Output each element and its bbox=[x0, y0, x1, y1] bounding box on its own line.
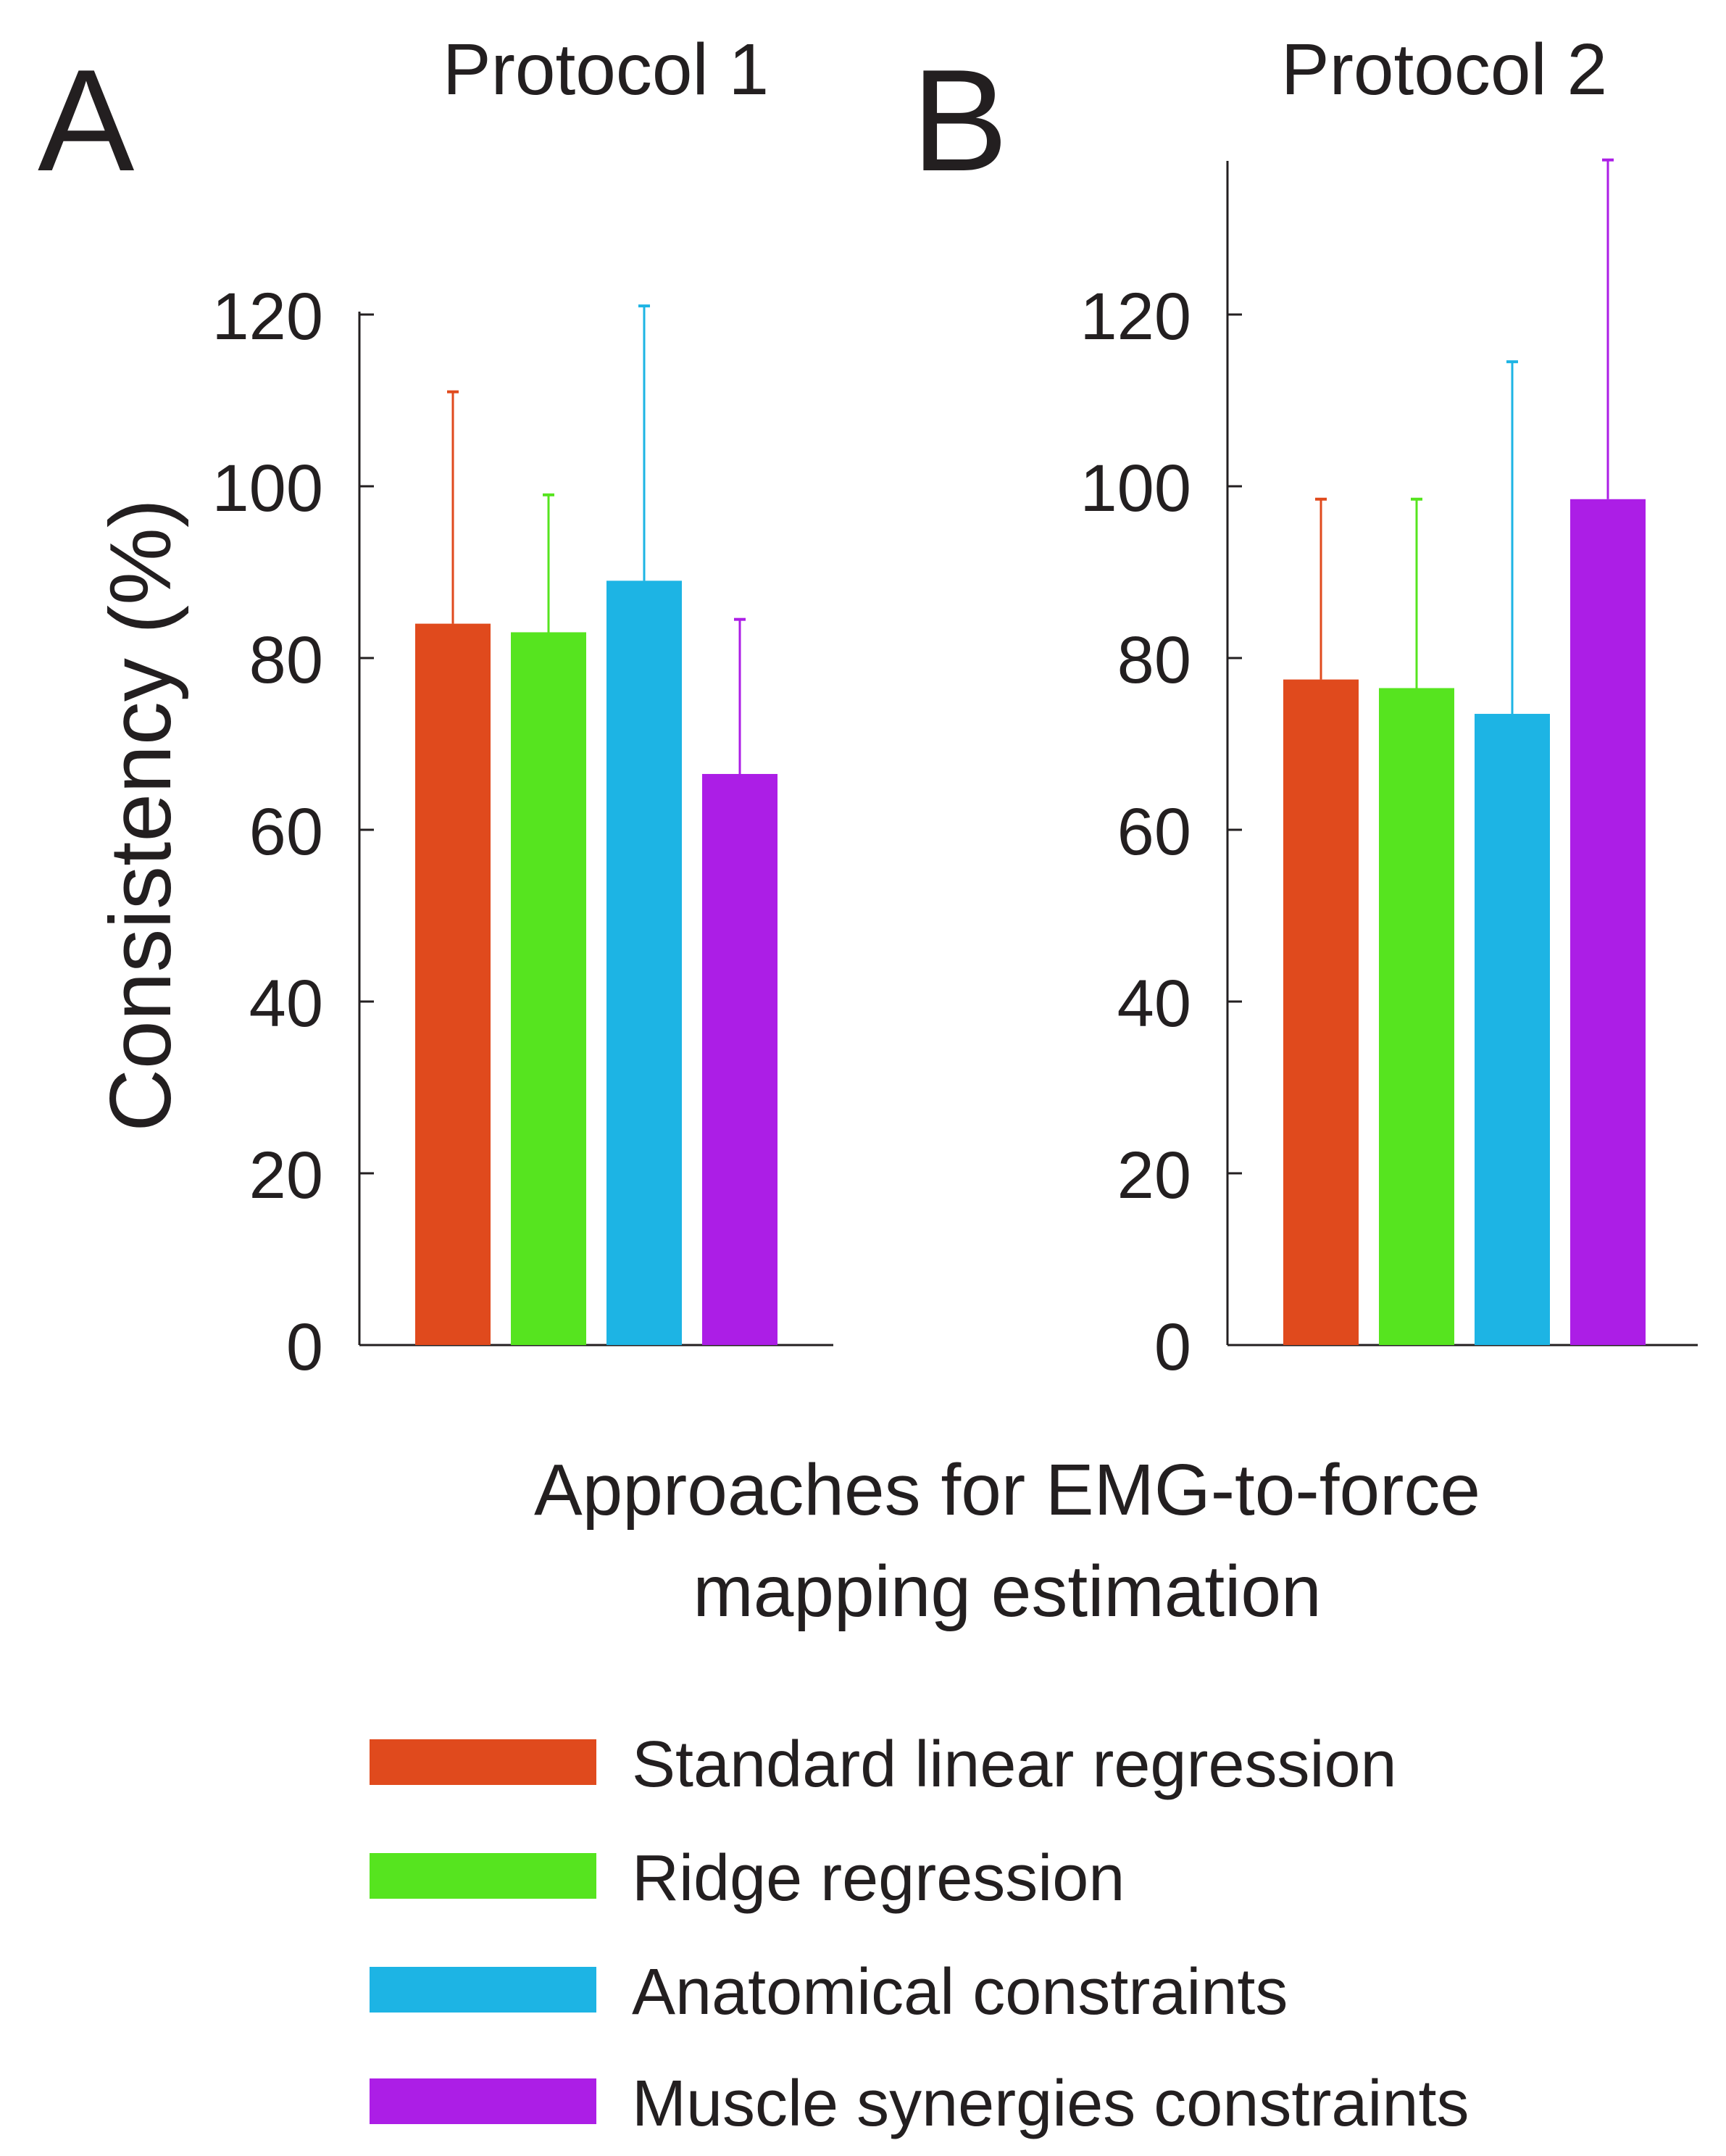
panel-a-letter: A bbox=[38, 40, 135, 201]
y-tick-label-120: 120 bbox=[212, 280, 324, 354]
legend-swatch-muscle-synergies-constraints bbox=[370, 2078, 596, 2124]
y-tick-label-80: 80 bbox=[249, 623, 323, 697]
legend: Standard linear regression Ridge regress… bbox=[370, 1728, 1469, 2140]
bar-anatomical-constraints bbox=[1475, 714, 1550, 1345]
legend-swatch-ridge-regression bbox=[370, 1853, 596, 1899]
legend-label-muscle-synergies-constraints: Muscle synergies constraints bbox=[632, 2068, 1469, 2140]
bar-standard-linear-regression bbox=[415, 623, 491, 1345]
y-tick-label-100: 100 bbox=[1080, 451, 1192, 525]
panel-b-letter: B bbox=[912, 40, 1008, 201]
legend-swatch-anatomical-constraints bbox=[370, 1967, 596, 2013]
y-tick-label-60: 60 bbox=[1117, 795, 1191, 869]
y-tick-label-40: 40 bbox=[1117, 967, 1191, 1041]
panel-a: A Protocol 1 Consistency (%) 0 20 40 60 80 10… bbox=[38, 29, 833, 1384]
bar-ridge-regression bbox=[1379, 688, 1454, 1345]
y-tick-label-20: 20 bbox=[249, 1139, 323, 1212]
panel-b-title: Protocol 2 bbox=[1281, 29, 1607, 110]
bar-standard-linear-regression bbox=[1283, 679, 1359, 1345]
y-tick-label-0: 0 bbox=[286, 1310, 323, 1384]
panel-a-bars bbox=[415, 304, 777, 1345]
legend-label-ridge-regression: Ridge regression bbox=[632, 1842, 1125, 1915]
y-tick-label-40: 40 bbox=[249, 967, 323, 1041]
legend-label-standard-linear-regression: Standard linear regression bbox=[632, 1728, 1397, 1801]
bar-muscle-synergies-constraints bbox=[1570, 499, 1646, 1345]
panel-a-title: Protocol 1 bbox=[443, 29, 769, 110]
y-tick-label-100: 100 bbox=[212, 451, 324, 525]
bar-anatomical-constraints bbox=[606, 580, 682, 1345]
bar-muscle-synergies-constraints bbox=[702, 773, 777, 1345]
x-axis-label-line-2: mapping estimation bbox=[693, 1551, 1321, 1632]
y-tick-label-80: 80 bbox=[1117, 623, 1191, 697]
legend-label-anatomical-constraints: Anatomical constraints bbox=[632, 1956, 1288, 2028]
y-tick-label-120: 120 bbox=[1080, 280, 1192, 354]
bar-ridge-regression bbox=[511, 632, 586, 1345]
y-axis-label: Consistency (%) bbox=[92, 499, 189, 1132]
panel-b-y-ticks: 0 20 40 60 80 100 120 bbox=[1080, 280, 1242, 1384]
y-tick-label-20: 20 bbox=[1117, 1139, 1191, 1212]
x-axis-label-line-1: Approaches for EMG-to-force bbox=[534, 1449, 1480, 1531]
y-tick-label-60: 60 bbox=[249, 795, 323, 869]
legend-swatch-standard-linear-regression bbox=[370, 1739, 596, 1785]
panel-b-bars bbox=[1283, 158, 1646, 1345]
y-tick-label-0: 0 bbox=[1154, 1310, 1191, 1384]
panel-a-y-ticks: 0 20 40 60 80 100 120 bbox=[212, 280, 374, 1384]
panel-b: B Protocol 2 0 20 40 60 80 100 120 bbox=[912, 29, 1698, 1384]
